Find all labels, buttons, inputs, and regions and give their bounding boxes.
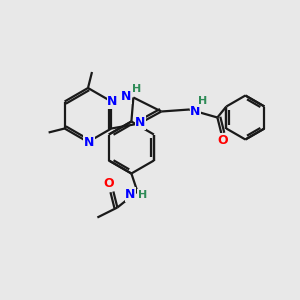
Text: H: H: [132, 83, 141, 94]
Text: O: O: [217, 134, 228, 147]
Text: O: O: [103, 177, 114, 190]
Text: N: N: [125, 188, 136, 201]
Text: H: H: [198, 97, 207, 106]
Text: N: N: [190, 105, 201, 118]
Text: N: N: [84, 136, 94, 148]
Text: H: H: [138, 190, 147, 200]
Text: N: N: [121, 90, 132, 103]
Text: N: N: [107, 95, 118, 108]
Text: N: N: [135, 116, 146, 129]
